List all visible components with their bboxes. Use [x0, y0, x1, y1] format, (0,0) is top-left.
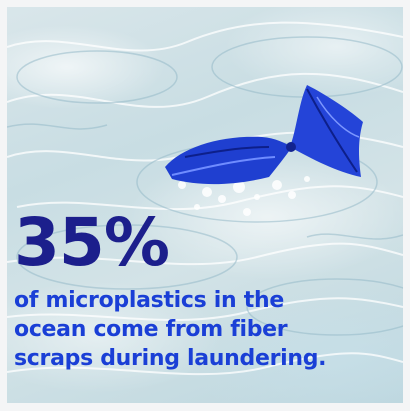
caption-line: scraps during laundering.	[14, 346, 327, 372]
blue-fabric-icon	[165, 85, 363, 185]
water-photo	[7, 7, 403, 403]
caption-line: ocean come from fiber	[14, 317, 288, 343]
statistic-value: 35%	[14, 204, 170, 281]
caption-line: of microplastics in the	[14, 288, 284, 313]
water-ripples-graphic	[7, 21, 403, 376]
statistic-caption: of microplastics in the ocean come from …	[14, 286, 402, 373]
